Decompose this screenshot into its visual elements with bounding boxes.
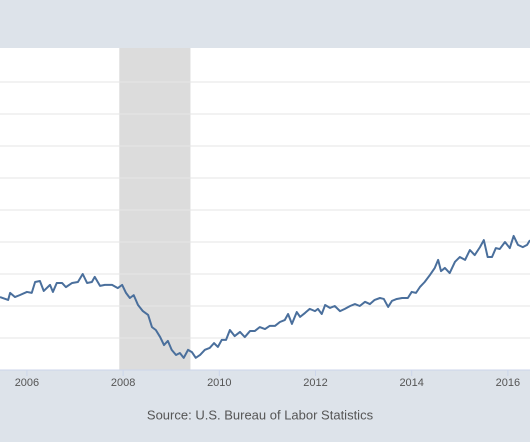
x-tick-label: 2010 bbox=[207, 377, 231, 389]
plot-area bbox=[0, 48, 530, 370]
recession-band bbox=[119, 48, 191, 370]
data-line bbox=[0, 234, 530, 359]
x-tick-label: 2006 bbox=[15, 377, 39, 389]
x-tick-label: 2008 bbox=[111, 377, 135, 389]
x-tick-label: 2014 bbox=[399, 377, 423, 389]
x-tick-label: 2012 bbox=[303, 377, 327, 389]
source: Source: U.S. Bureau of Labor Statistics bbox=[147, 407, 374, 422]
x-tick-label: 2016 bbox=[496, 377, 520, 389]
content: 2006 2008 2010 2012 2014 2016 bbox=[0, 48, 530, 389]
